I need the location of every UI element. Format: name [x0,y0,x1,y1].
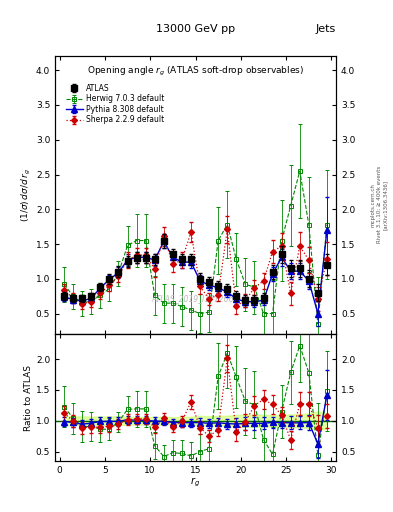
Text: 13000 GeV pp: 13000 GeV pp [156,24,235,34]
X-axis label: $r_g$: $r_g$ [191,476,200,489]
Y-axis label: Ratio to ATLAS: Ratio to ATLAS [24,365,33,431]
Text: Rivet 3.1.10; ≥ 400k events: Rivet 3.1.10; ≥ 400k events [377,166,382,243]
Text: ATLAS_2019_I1772062: ATLAS_2019_I1772062 [152,294,239,303]
Legend: ATLAS, Herwig 7.0.3 default, Pythia 8.308 default, Sherpa 2.2.9 default: ATLAS, Herwig 7.0.3 default, Pythia 8.30… [64,82,166,126]
Text: [arXiv:1306.3436]: [arXiv:1306.3436] [383,180,387,230]
Text: Jets: Jets [316,24,336,34]
Text: Opening angle $r_g$ (ATLAS soft-drop observables): Opening angle $r_g$ (ATLAS soft-drop obs… [87,65,304,78]
Text: mcplots.cern.ch: mcplots.cern.ch [371,183,376,227]
Y-axis label: $(1/\sigma)\,d\sigma/d\,r_g$: $(1/\sigma)\,d\sigma/d\,r_g$ [20,168,33,222]
